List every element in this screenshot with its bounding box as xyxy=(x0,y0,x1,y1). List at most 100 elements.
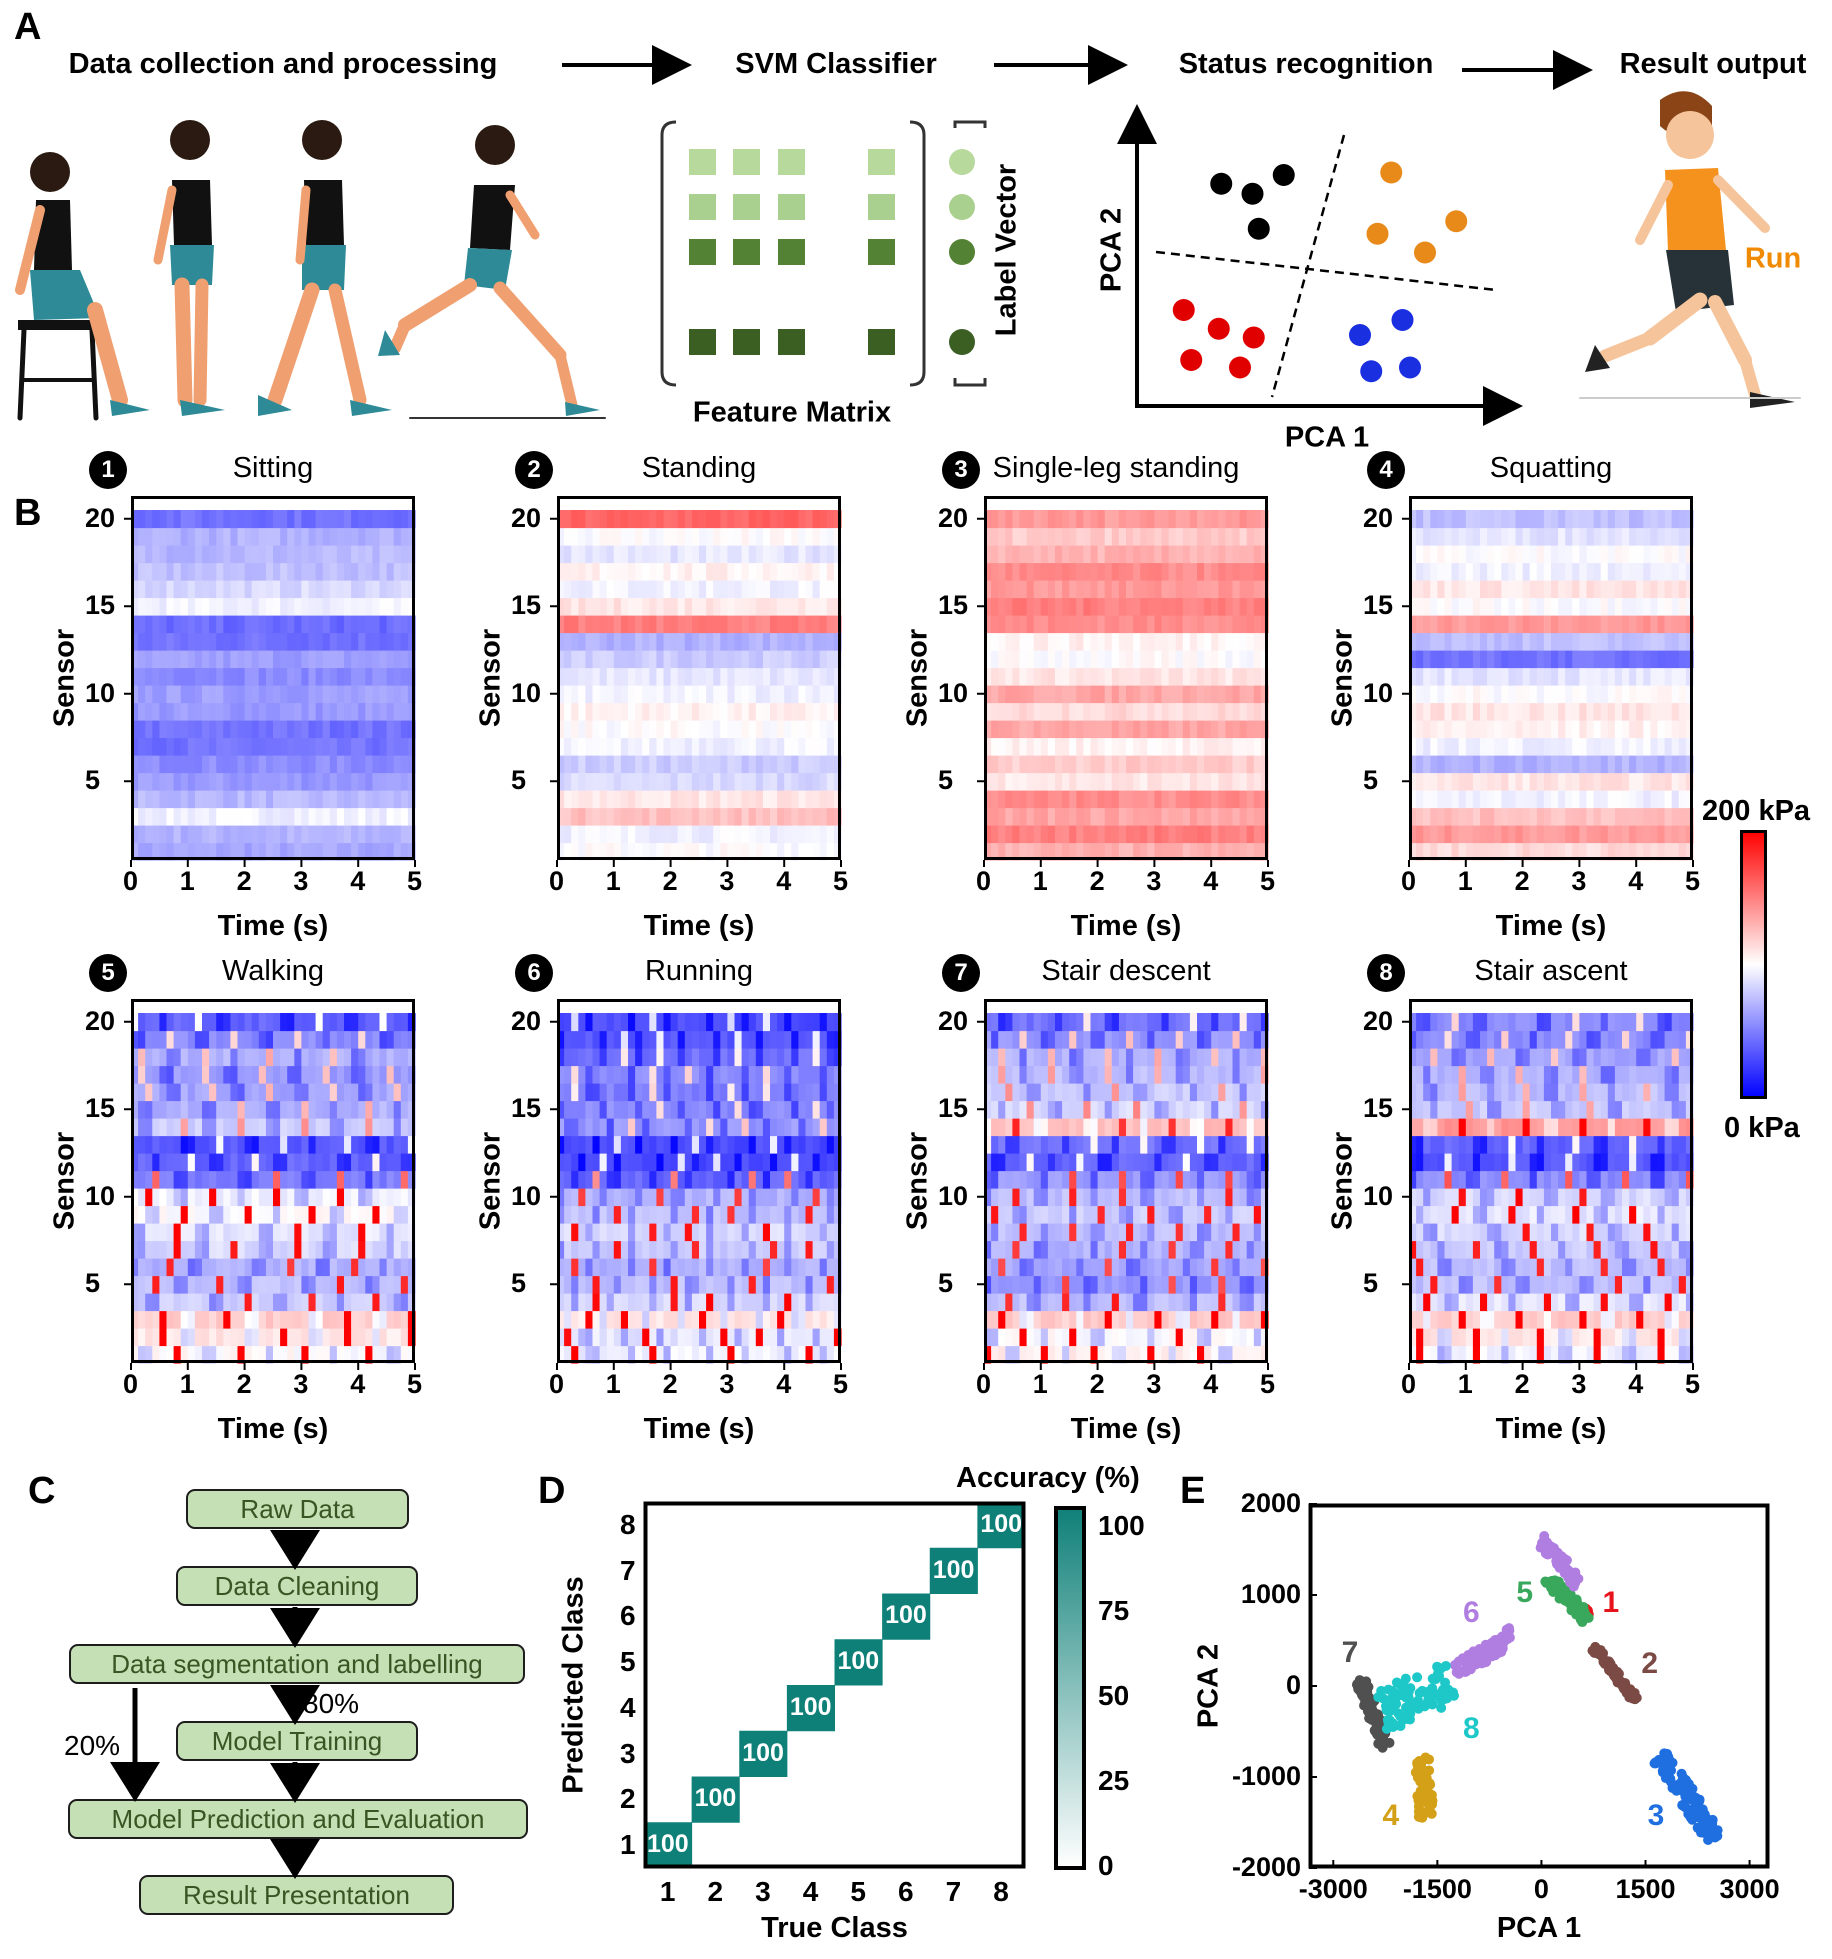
heatmap-cell xyxy=(152,1135,160,1154)
heatmap-cell xyxy=(336,1188,345,1207)
heatmap-cell xyxy=(613,562,622,581)
heatmap-cell xyxy=(358,1293,366,1312)
heatmap-cell xyxy=(1026,667,1035,686)
heatmap-cell xyxy=(762,720,771,739)
heatmap-cell xyxy=(216,1100,224,1119)
heatmap-cell xyxy=(258,1118,267,1137)
heatmap-cell xyxy=(557,527,565,546)
heatmap-cell xyxy=(720,1083,728,1102)
heatmap-cell xyxy=(216,1345,224,1364)
heatmap-cell xyxy=(386,1013,395,1032)
heatmap-cell xyxy=(1069,580,1077,599)
heatmap-cell xyxy=(400,702,409,721)
heatmap-cell xyxy=(287,1153,295,1172)
heatmap-cell xyxy=(145,1100,153,1119)
heatmap-cell xyxy=(1104,702,1113,721)
heatmap-cell xyxy=(720,1100,728,1119)
heatmap-cell xyxy=(1536,685,1545,704)
heatmap-cell xyxy=(699,597,707,616)
heatmap-cell xyxy=(273,1188,281,1207)
heatmap-cell xyxy=(1246,615,1255,634)
heatmap-cell xyxy=(1175,615,1184,634)
heatmap-cell xyxy=(1104,790,1113,809)
heatmap-cell xyxy=(1430,702,1438,721)
heatmap-cell xyxy=(656,1258,665,1277)
heatmap-cell xyxy=(294,1153,302,1172)
heatmap-cell xyxy=(1480,790,1488,809)
heatmap-cell xyxy=(1126,667,1134,686)
heatmap-cell xyxy=(784,1293,792,1312)
heatmap-cell xyxy=(308,650,317,669)
heatmap-cell xyxy=(1033,597,1042,616)
heatmap-cell xyxy=(571,1100,579,1119)
feature-cell xyxy=(689,149,716,175)
heatmap-cell xyxy=(258,527,267,546)
x-tick-label: 5 xyxy=(833,866,849,896)
heatmap-cell xyxy=(557,1065,565,1084)
heatmap-cell xyxy=(1472,842,1481,861)
heatmap-cell xyxy=(1543,755,1552,774)
heatmap-cell xyxy=(1260,685,1269,704)
heatmap-cell xyxy=(237,790,246,809)
heatmap-cell xyxy=(628,720,636,739)
heatmap-cell xyxy=(173,667,182,686)
heatmap-cell xyxy=(315,1048,324,1067)
heatmap-cell xyxy=(1480,527,1488,546)
heatmap-cell xyxy=(1218,615,1226,634)
heatmap-cell xyxy=(1501,772,1509,791)
heatmap-cell xyxy=(812,720,821,739)
heatmap-cell xyxy=(1465,702,1474,721)
heatmap-cell xyxy=(777,1328,785,1347)
heatmap-cell xyxy=(585,615,594,634)
heatmap-cell xyxy=(1678,597,1687,616)
pca-schematic-x-label: PCA 1 xyxy=(1284,421,1370,454)
heatmap-cell xyxy=(564,562,572,581)
heatmap-cell xyxy=(741,650,750,669)
heatmap-cell xyxy=(819,1100,828,1119)
heatmap-cell xyxy=(1133,667,1141,686)
heatmap-cell xyxy=(557,720,565,739)
heatmap-cell xyxy=(1423,772,1431,791)
heatmap-cell xyxy=(280,650,288,669)
heatmap-cell xyxy=(1232,580,1241,599)
heatmap-cell xyxy=(1643,790,1651,809)
y-axis-label: Sensor xyxy=(901,628,934,728)
heatmap-cell xyxy=(294,1030,302,1049)
heatmap-cell xyxy=(635,842,643,861)
heatmap-cell xyxy=(131,1275,139,1294)
heatmap-cell xyxy=(1664,615,1673,634)
heatmap-cell xyxy=(755,545,764,564)
heatmap-cell xyxy=(770,1030,778,1049)
heatmap-cell xyxy=(1522,650,1531,669)
heatmap-cell xyxy=(1430,650,1438,669)
heatmap-cell xyxy=(173,807,182,826)
heatmap-cell xyxy=(1650,580,1659,599)
heatmap-cell xyxy=(223,1310,231,1329)
heatmap-cell xyxy=(1678,720,1687,739)
heatmap-cell xyxy=(365,1118,373,1137)
heatmap-cell xyxy=(1536,580,1545,599)
heatmap-cell xyxy=(784,1258,792,1277)
heatmap-cell xyxy=(308,1258,317,1277)
heatmap-cell xyxy=(1480,685,1488,704)
heatmap-cell xyxy=(344,1293,352,1312)
heatmap-cell xyxy=(613,1048,622,1067)
heatmap-cell xyxy=(1664,562,1673,581)
heatmap-cell xyxy=(407,1240,416,1259)
heatmap-cell xyxy=(1622,597,1630,616)
heatmap-cell xyxy=(656,510,665,529)
heatmap-walking xyxy=(124,999,416,1370)
heatmap-cell xyxy=(699,667,707,686)
heatmap-cell xyxy=(1076,755,1084,774)
heatmap-cell xyxy=(1593,632,1602,651)
heatmap-cell xyxy=(216,720,224,739)
heatmap-cell xyxy=(670,720,679,739)
heatmap-cell xyxy=(1472,545,1481,564)
heatmap-cell xyxy=(791,510,799,529)
heatmap-cell xyxy=(1055,685,1063,704)
heatmap-cell xyxy=(1069,842,1077,861)
heatmap-cell xyxy=(1253,545,1262,564)
heatmap-cell xyxy=(251,527,260,546)
heatmap-cell xyxy=(209,615,217,634)
heatmap-cell xyxy=(798,842,807,861)
